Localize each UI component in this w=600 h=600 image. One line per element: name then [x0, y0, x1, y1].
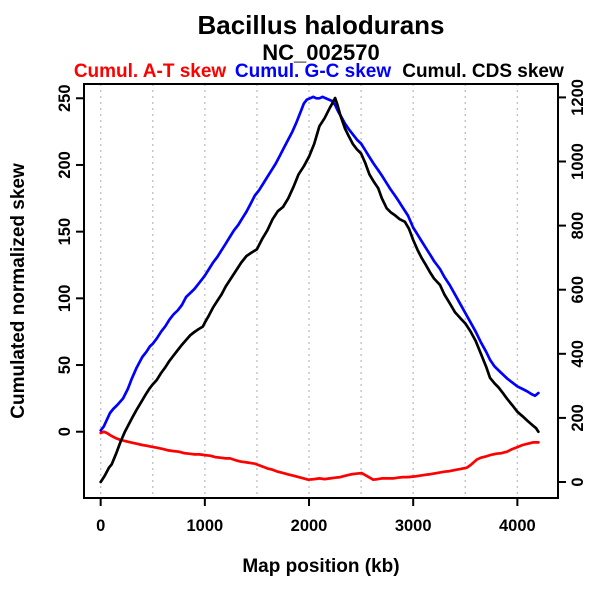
y-right-tick-label: 1200	[569, 79, 587, 116]
x-axis-label: Map position (kb)	[242, 556, 400, 577]
x-tick-label: 3000	[395, 517, 432, 535]
legend-item-at-skew: Cumul. A-T skew	[73, 61, 227, 82]
y-left-tick-label: 0	[56, 427, 74, 436]
y-right-tick-label: 800	[569, 212, 587, 240]
x-tick-label: 0	[96, 517, 105, 535]
y-left-tick-label: 250	[56, 85, 74, 113]
chart-subtitle: NC_002570	[262, 40, 380, 65]
series-line-cumul-g-c-skew	[99, 95, 540, 432]
y-right-tick-label: 0	[569, 477, 587, 486]
legend-item-cds-skew: Cumul. CDS skew	[402, 61, 564, 82]
series-line-cumul-a-t-skew	[99, 430, 540, 482]
y-left-tick-label: 100	[56, 285, 74, 313]
y-left-tick-label: 200	[56, 151, 74, 179]
y-left-tick-label: 150	[56, 218, 74, 246]
series-line-cumul-cds-skew	[99, 96, 540, 484]
chart-title: Bacillus halodurans	[197, 10, 445, 40]
y-right-tick-label: 200	[569, 404, 587, 432]
y-right-tick-label: 1000	[569, 143, 587, 180]
y-right-tick-label: 600	[569, 276, 587, 304]
x-tick-label: 2000	[291, 517, 328, 535]
y-left-tick-label: 50	[56, 356, 74, 374]
legend-item-gc-skew: Cumul. G-C skew	[234, 61, 392, 82]
plot-frame	[83, 83, 559, 499]
x-tick-label: 4000	[499, 517, 536, 535]
x-tick-label: 1000	[186, 517, 223, 535]
y-right-tick-label: 400	[569, 340, 587, 368]
